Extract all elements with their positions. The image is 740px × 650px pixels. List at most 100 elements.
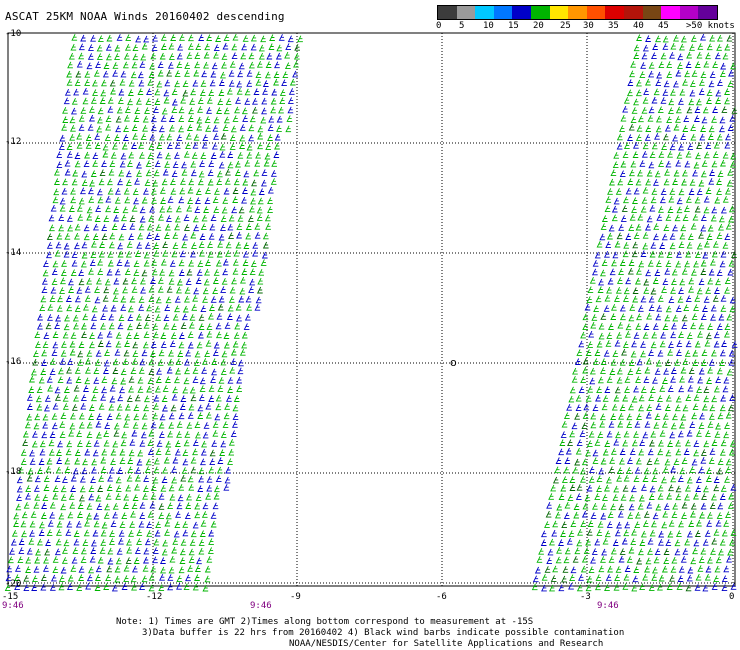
wind-barb bbox=[198, 34, 204, 41]
wind-barb bbox=[635, 376, 641, 383]
wind-barb bbox=[661, 521, 667, 529]
wind-barb bbox=[94, 574, 101, 581]
wind-barb bbox=[661, 565, 668, 573]
wind-barb bbox=[101, 233, 108, 241]
wind-barb bbox=[42, 494, 49, 502]
wind-barb bbox=[206, 96, 213, 104]
wind-barb bbox=[180, 322, 187, 329]
wind-barb bbox=[731, 107, 738, 114]
wind-barb bbox=[93, 367, 100, 375]
wind-barb bbox=[576, 439, 583, 447]
wind-barb bbox=[217, 240, 223, 248]
wind-barb bbox=[141, 412, 148, 420]
wind-barb bbox=[239, 142, 245, 149]
wind-barb bbox=[600, 358, 607, 365]
wind-barb bbox=[223, 116, 230, 124]
wind-barb bbox=[211, 440, 217, 447]
wind-barb bbox=[199, 160, 205, 167]
wind-barb bbox=[654, 269, 661, 276]
wind-barb bbox=[607, 511, 614, 519]
wind-barb bbox=[635, 79, 642, 87]
wind-barb bbox=[675, 260, 681, 268]
wind-barb bbox=[727, 124, 734, 131]
wind-barb bbox=[701, 160, 708, 167]
wind-barb bbox=[271, 160, 277, 167]
wind-barb bbox=[157, 61, 164, 69]
wind-barb bbox=[110, 87, 116, 95]
wind-barb bbox=[90, 394, 97, 402]
wind-barb bbox=[622, 250, 629, 258]
wind-barb bbox=[155, 224, 162, 231]
wind-barb bbox=[541, 573, 548, 581]
wind-barb bbox=[111, 142, 118, 150]
wind-barb bbox=[184, 367, 190, 375]
wind-barb bbox=[669, 88, 676, 96]
wind-barb bbox=[230, 430, 237, 438]
wind-barb bbox=[237, 359, 244, 367]
wind-barb bbox=[204, 350, 210, 358]
wind-barb bbox=[139, 583, 145, 591]
wind-barb bbox=[585, 449, 591, 457]
wind-barb bbox=[156, 440, 163, 447]
wind-barb bbox=[658, 530, 664, 538]
wind-barb bbox=[204, 116, 211, 123]
wind-barb bbox=[687, 143, 693, 150]
wind-barb bbox=[80, 547, 87, 555]
wind-barb bbox=[144, 314, 151, 321]
wind-barb bbox=[171, 546, 177, 554]
wind-barb bbox=[69, 133, 75, 141]
wind-barb bbox=[172, 386, 178, 394]
wind-barb bbox=[60, 341, 67, 348]
wind-barb bbox=[230, 348, 237, 356]
wind-barb bbox=[80, 394, 87, 402]
wind-barb bbox=[192, 367, 199, 374]
wind-barb bbox=[60, 269, 67, 277]
wind-barb bbox=[105, 574, 111, 582]
wind-barb bbox=[165, 215, 172, 222]
wind-barb bbox=[605, 241, 611, 249]
wind-barb bbox=[622, 484, 629, 492]
wind-barb bbox=[199, 385, 206, 392]
wind-barb bbox=[127, 314, 134, 321]
wind-barb bbox=[162, 241, 168, 249]
wind-barb bbox=[208, 529, 214, 537]
wind-barb bbox=[78, 494, 85, 502]
wind-barb bbox=[601, 494, 608, 501]
wind-barb bbox=[35, 548, 41, 556]
wind-barb bbox=[694, 295, 700, 302]
wind-barb bbox=[180, 538, 187, 546]
wind-barb bbox=[174, 440, 181, 447]
wind-barb bbox=[669, 574, 675, 582]
wind-barb bbox=[721, 106, 728, 113]
wind-barb bbox=[172, 242, 179, 249]
wind-barb bbox=[641, 106, 648, 114]
wind-barb bbox=[131, 583, 137, 591]
wind-barb bbox=[156, 80, 163, 88]
wind-barb bbox=[631, 107, 638, 114]
wind-barb bbox=[66, 70, 72, 78]
wind-barb bbox=[664, 267, 670, 275]
wind-barb bbox=[649, 386, 656, 394]
wind-barb bbox=[195, 494, 202, 501]
wind-barb bbox=[90, 34, 96, 42]
wind-barb bbox=[86, 213, 92, 221]
wind-barb bbox=[182, 529, 189, 537]
wind-barb bbox=[6, 565, 12, 573]
wind-barb bbox=[24, 421, 31, 429]
wind-barb bbox=[275, 52, 282, 60]
wind-barb bbox=[244, 159, 251, 167]
wind-barb bbox=[93, 377, 99, 384]
wind-barb bbox=[95, 565, 102, 573]
wind-barb bbox=[141, 269, 148, 277]
wind-barb bbox=[124, 106, 131, 113]
wind-barb bbox=[187, 34, 194, 42]
wind-barb bbox=[623, 96, 630, 104]
wind-barb bbox=[170, 187, 177, 195]
wind-barb bbox=[675, 395, 682, 403]
wind-barb bbox=[55, 538, 62, 546]
wind-barb bbox=[717, 170, 724, 178]
wind-barb bbox=[192, 376, 199, 383]
wind-barb bbox=[664, 314, 671, 322]
wind-barb bbox=[158, 349, 165, 357]
wind-barb bbox=[115, 125, 121, 133]
